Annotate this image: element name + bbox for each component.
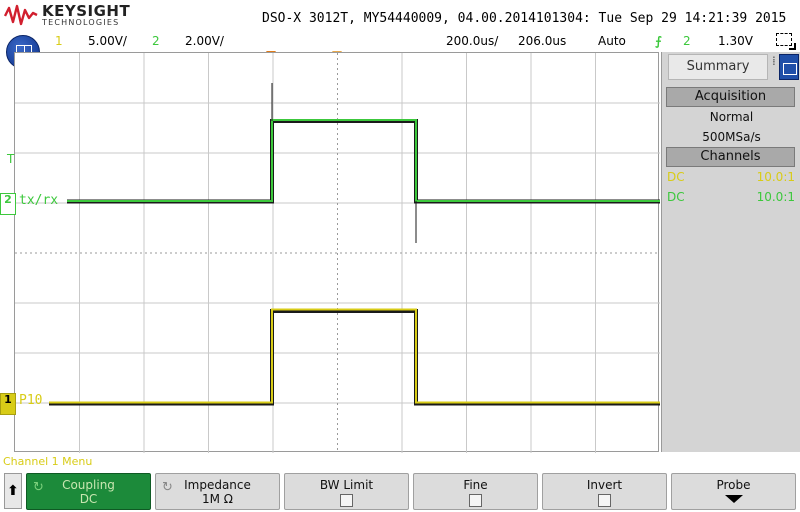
channel-2-coupling: DC — [667, 190, 685, 204]
fine-checkbox[interactable] — [469, 494, 482, 507]
channel-1-probe: 10.0:1 — [756, 170, 795, 184]
trigger-source[interactable]: 2 — [683, 34, 691, 48]
channel-2-probe: 10.0:1 — [756, 190, 795, 204]
ch1-trace — [49, 308, 660, 406]
ch2-trace — [67, 83, 660, 243]
rotate-knob-icon: ↻ — [33, 480, 44, 495]
impedance-value: 1M Ω — [202, 492, 233, 506]
graticule — [15, 53, 660, 453]
waveform-display[interactable] — [14, 52, 660, 453]
ch1-ground-marker[interactable]: 1 — [0, 393, 16, 415]
probe-softkey[interactable]: Probe — [671, 473, 796, 510]
rising-edge-trigger-icon[interactable]: ⨍ — [655, 34, 662, 48]
ch1-label: P10 — [19, 393, 43, 408]
brand-subtitle: TECHNOLOGIES — [42, 18, 120, 27]
ch2-label: tx/rx — [19, 193, 59, 208]
coupling-value: DC — [79, 492, 98, 506]
submenu-arrow-icon — [724, 495, 743, 503]
zoom-icon[interactable] — [776, 33, 796, 50]
acquisition-header: Acquisition — [666, 87, 795, 107]
rotate-knob-icon: ↻ — [162, 480, 173, 495]
bw-limit-softkey[interactable]: BW Limit — [284, 473, 409, 510]
time-delay[interactable]: 206.0us — [518, 34, 567, 48]
fine-label: Fine — [463, 478, 488, 492]
header: KEYSIGHT TECHNOLOGIES DSO-X 3012T, MY544… — [0, 0, 800, 30]
impedance-label: Impedance — [184, 478, 251, 492]
invert-label: Invert — [586, 478, 623, 492]
impedance-softkey[interactable]: ↻ Impedance 1M Ω — [155, 473, 280, 510]
bw-limit-checkbox[interactable] — [340, 494, 353, 507]
ch1-number[interactable]: 1 — [55, 34, 63, 48]
model-info: DSO-X 3012T, MY54440009, 04.00.201410130… — [262, 11, 787, 26]
fine-softkey[interactable]: Fine — [413, 473, 538, 510]
ch2-scale[interactable]: 2.00V/ — [185, 34, 224, 48]
channel-1-coupling: DC — [667, 170, 685, 184]
bw-limit-label: BW Limit — [319, 478, 374, 492]
probe-label: Probe — [716, 478, 751, 492]
trigger-mode[interactable]: Auto — [598, 34, 626, 48]
tab-more-icon[interactable]: ⁞ — [772, 54, 776, 68]
panel-tabbar: Summary ⁞ — [662, 52, 800, 82]
screen-tab-icon[interactable] — [779, 54, 799, 80]
acquisition-mode: Normal — [709, 110, 754, 124]
menu-title: Channel 1 Menu — [3, 455, 93, 468]
softkey-bar: ⬆ ↻ Coupling DC ↻ Impedance 1M Ω BW Limi… — [0, 470, 800, 512]
ch2-ground-marker[interactable]: 2 — [0, 193, 16, 215]
ch1-scale[interactable]: 5.00V/ — [88, 34, 127, 48]
trigger-level[interactable]: 1.30V — [718, 34, 753, 48]
sample-rate: 500MSa/s — [702, 130, 761, 144]
invert-softkey[interactable]: Invert — [542, 473, 667, 510]
coupling-softkey[interactable]: ↻ Coupling DC — [26, 473, 151, 510]
keysight-logo: KEYSIGHT TECHNOLOGIES — [4, 2, 144, 30]
time-scale[interactable]: 200.0us/ — [446, 34, 499, 48]
tab-summary[interactable]: Summary — [668, 54, 768, 80]
summary-panel: Summary ⁞ Acquisition Normal 500MSa/s Ch… — [661, 52, 800, 452]
brand-name: KEYSIGHT — [42, 2, 131, 20]
coupling-label: Coupling — [62, 478, 115, 492]
back-button[interactable]: ⬆ — [4, 473, 22, 509]
ch2-number[interactable]: 2 — [152, 34, 160, 48]
trigger-level-marker[interactable]: T — [7, 152, 15, 166]
channels-header: Channels — [666, 147, 795, 167]
invert-checkbox[interactable] — [598, 494, 611, 507]
keysight-wave-icon — [4, 4, 38, 26]
